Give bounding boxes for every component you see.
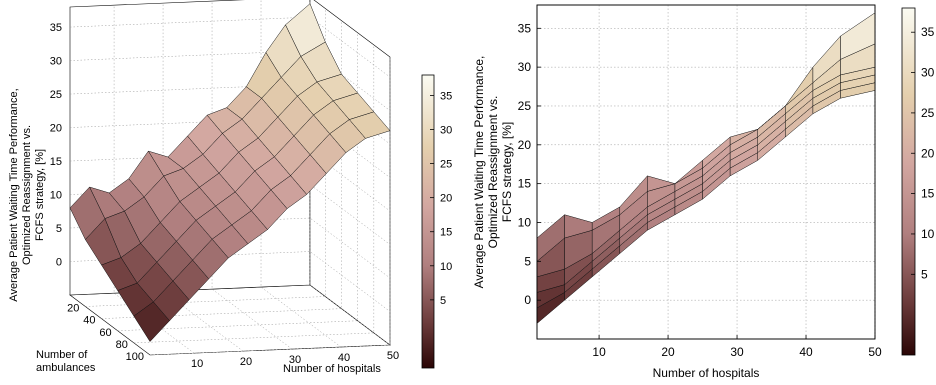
y-tick-label: 80 <box>116 339 128 351</box>
right-x-tick-label: 40 <box>799 345 813 359</box>
x-gridline <box>113 5 195 354</box>
y-tick-label: 20 <box>67 303 79 315</box>
right-y-tick-label: 30 <box>518 60 532 74</box>
right-y-tick-label: 10 <box>518 215 532 229</box>
surface-3d <box>69 3 391 343</box>
colorbar-tick-label: 15 <box>440 227 452 239</box>
colorbar-tick-label: 10 <box>921 227 935 241</box>
surface-side-chart: 10 20 30 40 50 0 5 10 15 20 25 30 35 Average Patient… <box>472 4 882 380</box>
right-y-tick-label: 0 <box>524 293 531 307</box>
colorbar-right: 5 10 15 20 25 30 35 <box>901 7 935 356</box>
colorbar-right-ticks: 5 10 15 20 25 30 35 <box>911 25 935 281</box>
right-x-axis-label: Number of hospitals <box>653 366 760 380</box>
colorbar-tick-label: 35 <box>440 90 452 102</box>
right-x-tick-label: 50 <box>868 345 882 359</box>
y-axis-label-line-2: ambulances <box>36 362 96 374</box>
colorbar-tick-label: 35 <box>921 25 935 39</box>
colorbar-tick-label: 10 <box>440 261 452 273</box>
right-y-axis-label-line-1: Average Patient Waiting Time Performance… <box>472 56 486 289</box>
y-tick-label: 60 <box>99 327 111 339</box>
right-x-tick-label: 10 <box>592 345 606 359</box>
z-tick-label: 30 <box>50 56 62 68</box>
z-tick-label: 35 <box>50 22 62 34</box>
z-axis-label-line-2: Optimized Reassignment vs. <box>21 125 33 265</box>
right-x-tick-label: 30 <box>730 345 744 359</box>
z-tick-label: 20 <box>50 123 62 135</box>
right-y-tick-label: 15 <box>518 177 532 191</box>
z-tick-label: 5 <box>56 223 62 235</box>
colorbar-tick-label: 5 <box>440 295 446 307</box>
surface-side <box>536 12 876 325</box>
x-gridline <box>211 1 293 350</box>
x-tick-label: 30 <box>289 354 301 366</box>
right-x-tick-label: 20 <box>661 345 675 359</box>
right-y-tick-label: 20 <box>518 138 532 152</box>
z-tick-label: 25 <box>50 89 62 101</box>
z-tick-label: 15 <box>50 156 62 168</box>
right-y-tick-label: 25 <box>518 99 532 113</box>
colorbar-left-gradient <box>421 74 435 369</box>
z-axis-label-line-3: FCFS strategy, [%] <box>34 149 46 241</box>
z-axis-label-line-1: Average Patient Waiting Time Performance… <box>8 88 20 301</box>
y-axis-label-line-1: Number of <box>36 349 88 361</box>
colorbar-tick-label: 25 <box>440 159 452 171</box>
colorbar-tick-label: 20 <box>440 193 452 205</box>
right-y-tick-label: 35 <box>518 21 532 35</box>
x-tick-label: 50 <box>387 350 399 362</box>
colorbar-tick-label: 30 <box>921 66 935 80</box>
x-tick-label: 20 <box>240 356 252 368</box>
x-tick-label: 10 <box>191 358 203 370</box>
surface-cell <box>348 111 391 139</box>
colorbar-right-gradient <box>901 7 916 356</box>
right-y-axis-label-line-3: FCFS strategy, [%] <box>500 122 514 222</box>
x-gridline <box>162 3 244 352</box>
x-axis-label: Number of hospitals <box>283 363 381 375</box>
colorbar-left: 5 10 15 20 25 30 35 <box>421 74 452 369</box>
right-y-tick-label: 5 <box>524 254 531 268</box>
x-tick-label: 40 <box>338 352 350 364</box>
colorbar-tick-label: 25 <box>921 106 935 120</box>
side-surface-cell <box>729 129 758 146</box>
colorbar-tick-label: 15 <box>921 187 935 201</box>
z-tick-label: 10 <box>50 190 62 202</box>
right-tick-labels: 10 20 30 40 50 0 5 10 15 20 25 30 35 <box>518 21 882 359</box>
y-tick-label: 40 <box>83 315 95 327</box>
colorbar-tick-label: 20 <box>921 146 935 160</box>
colorbar-left-ticks: 5 10 15 20 25 30 35 <box>430 90 452 307</box>
z-tick-label: 0 <box>56 257 62 269</box>
side-surface-cell <box>647 175 676 192</box>
right-y-axis-label-line-2: Optimized Reassignment vs. <box>486 96 500 249</box>
y-tick-label: 100 <box>126 351 144 363</box>
colorbar-tick-label: 30 <box>440 125 452 137</box>
colorbar-tick-label: 5 <box>921 267 928 281</box>
right-axes-frame <box>536 4 876 340</box>
